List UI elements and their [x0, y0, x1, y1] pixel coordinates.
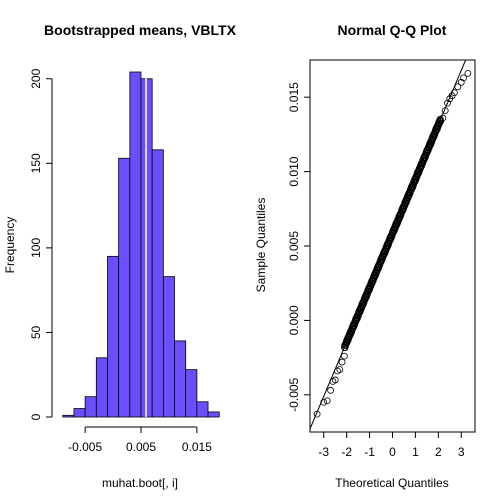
- qq-point: [331, 376, 339, 384]
- histogram-y-tick-label: 50: [29, 325, 43, 339]
- qq-x-tick-label: -1: [364, 445, 375, 459]
- histogram-bar: [73, 408, 86, 418]
- histogram-bar: [207, 411, 220, 418]
- histogram-bar: [174, 340, 187, 418]
- qq-x-tick-label: 0: [389, 445, 396, 459]
- qq-x-tick-label: 2: [435, 445, 442, 459]
- qq-plot-box: [309, 59, 476, 433]
- histogram-bar: [118, 157, 131, 418]
- qq-y-tick-label: 0.010: [287, 156, 301, 186]
- qq-point: [338, 358, 346, 366]
- histogram-x-tick-label: -0.005: [68, 440, 102, 454]
- histogram-bar: [84, 396, 97, 418]
- qq-point: [385, 240, 393, 248]
- histogram-x-label: muhat.boot[, i]: [102, 476, 178, 490]
- histogram-y-axis: 0 50 100 150 200: [29, 68, 53, 420]
- qq-title: Normal Q-Q Plot: [338, 22, 447, 38]
- histogram-bars: [62, 71, 220, 418]
- qq-point: [406, 189, 414, 197]
- qq-x-axis: -3 -2 -1 0 1 2 3: [318, 432, 465, 459]
- qq-point: [363, 291, 371, 299]
- histogram-panel: Bootstrapped means, VBLTX 0 50 100 150 200 -…: [3, 22, 237, 490]
- qq-point: [351, 320, 359, 328]
- histogram-y-tick-label: 0: [29, 413, 43, 420]
- histogram-x-tick-label: 0.005: [126, 440, 156, 454]
- qq-y-tick-label: -0.005: [287, 377, 301, 411]
- histogram-bar: [95, 357, 108, 418]
- qq-point: [353, 316, 360, 324]
- qq-point: [419, 160, 426, 168]
- qq-x-tick-label: -3: [318, 445, 329, 459]
- qq-point: [327, 386, 335, 394]
- qq-panel: Normal Q-Q Plot -0.005 0.000 0.005 0.010 0.0…: [254, 22, 476, 490]
- histogram-y-tick-label: 150: [29, 153, 43, 173]
- histogram-bar: [62, 414, 75, 418]
- qq-point: [444, 99, 451, 107]
- qq-point: [431, 131, 439, 138]
- qq-y-label: Sample Quantiles: [254, 198, 268, 293]
- qq-point: [340, 352, 348, 360]
- qq-y-tick-label: 0.000: [287, 305, 301, 335]
- qq-y-tick-label: 0.005: [287, 231, 301, 261]
- qq-point: [457, 78, 465, 86]
- qq-point: [397, 211, 405, 218]
- histogram-x-axis: -0.005 0.005 0.015: [68, 426, 212, 454]
- histogram-bar: [129, 71, 142, 418]
- qq-x-tick-label: 1: [412, 445, 419, 459]
- qq-point: [323, 397, 331, 405]
- histogram-bar: [107, 255, 120, 418]
- qq-point: [336, 366, 344, 373]
- qq-y-tick-label: 0.015: [287, 82, 301, 112]
- histogram-y-tick-label: 200: [29, 68, 43, 88]
- histogram-x-tick-label: 0.015: [182, 440, 212, 454]
- qq-y-axis: -0.005 0.000 0.005 0.010 0.015: [287, 82, 310, 412]
- qq-point: [460, 74, 467, 82]
- qq-point: [372, 269, 380, 277]
- qq-points: [313, 69, 472, 418]
- qq-x-tick-label: -2: [341, 445, 352, 459]
- histogram-bar: [151, 149, 164, 418]
- histogram-y-label: Frequency: [3, 217, 17, 274]
- histogram-title: Bootstrapped means, VBLTX: [44, 22, 237, 38]
- histogram-bar: [162, 276, 175, 418]
- histogram-bar: [185, 369, 198, 418]
- histogram-y-tick-label: 100: [29, 238, 43, 258]
- histogram-bar: [196, 401, 209, 418]
- qq-reference-line: [309, 59, 467, 430]
- qq-point: [464, 69, 472, 77]
- qq-x-tick-label: 3: [458, 445, 465, 459]
- qq-x-label: Theoretical Quantiles: [335, 476, 448, 490]
